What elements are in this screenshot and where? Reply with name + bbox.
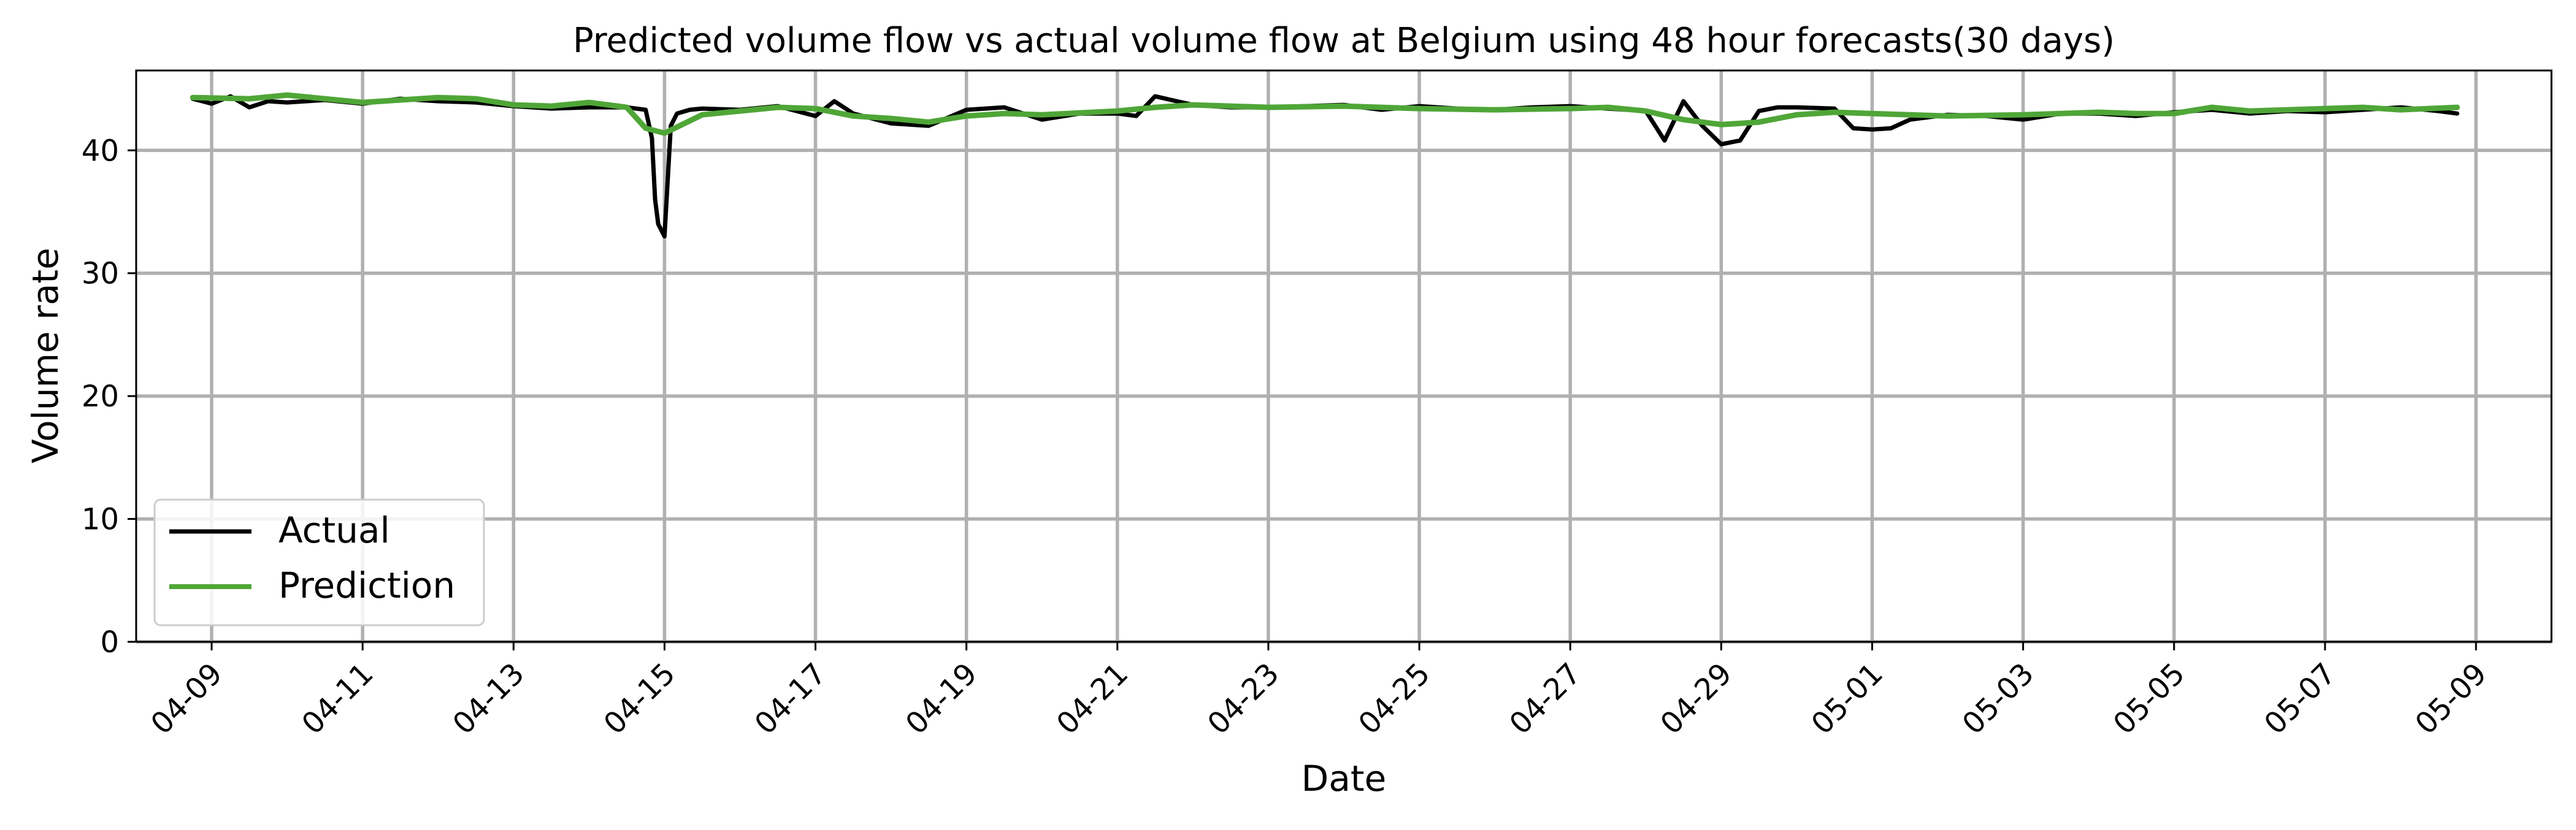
series-line-prediction — [190, 92, 2460, 136]
x-tick-label: 04-23 — [1201, 657, 1286, 741]
y-tick-label: 0 — [100, 625, 119, 660]
series-line-actual — [190, 94, 2459, 239]
plot-frame — [135, 69, 2553, 643]
x-tick-label: 05-07 — [2258, 657, 2342, 741]
x-tick-label: 04-19 — [899, 657, 984, 741]
legend-label-prediction: Prediction — [278, 565, 455, 606]
x-tick-label: 04-29 — [1654, 657, 1739, 741]
x-tick-label: 05-09 — [2409, 657, 2493, 741]
x-tick-label: 04-11 — [295, 657, 380, 741]
x-tick-label: 04-13 — [447, 657, 531, 741]
x-tick-label: 04-09 — [144, 657, 229, 741]
x-axis-ticks: 04-09 04-11 04-13 04-15 04-17 04-19 04-21 04-23… — [144, 642, 2493, 741]
y-tick-label: 40 — [82, 134, 119, 168]
y-tick-label: 20 — [82, 379, 119, 414]
x-tick-label: 05-01 — [1805, 657, 1890, 741]
y-tick-label: 10 — [82, 503, 119, 537]
x-tick-label: 05-05 — [2107, 657, 2191, 741]
chart-title: Predicted volume flow vs actual volume f… — [573, 21, 2115, 61]
y-axis-ticks: 0 10 20 30 40 — [82, 134, 136, 660]
legend: Actual Prediction — [153, 498, 485, 626]
x-tick-label: 04-17 — [748, 657, 833, 741]
y-axis-label: Volume rate — [25, 248, 66, 463]
x-axis-label: Date — [1301, 758, 1387, 799]
x-tick-label: 04-25 — [1352, 657, 1436, 741]
grid — [136, 70, 2551, 644]
legend-label-actual: Actual — [278, 509, 390, 551]
y-tick-label: 30 — [82, 257, 119, 291]
x-tick-label: 04-27 — [1503, 657, 1587, 741]
x-tick-label: 04-21 — [1050, 657, 1135, 741]
x-tick-label: 04-15 — [597, 657, 682, 741]
x-tick-label: 05-03 — [1956, 657, 2041, 741]
series-lines — [190, 92, 2460, 239]
